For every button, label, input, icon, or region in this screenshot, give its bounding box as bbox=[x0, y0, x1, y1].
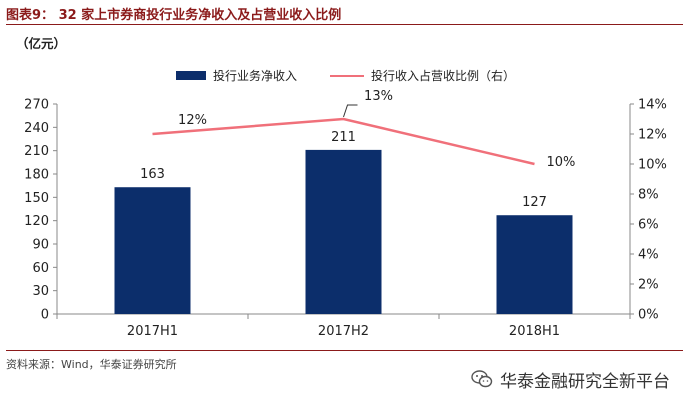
right-tick-label: 4% bbox=[638, 248, 659, 263]
x-tick-label: 2017H2 bbox=[318, 324, 369, 339]
right-tick-label: 10% bbox=[638, 158, 667, 173]
right-tick-label: 12% bbox=[638, 128, 667, 143]
right-tick-label: 0% bbox=[638, 308, 659, 323]
x-tick-label: 2018H1 bbox=[509, 324, 560, 339]
left-tick-label: 210 bbox=[24, 144, 49, 159]
bar bbox=[496, 215, 573, 314]
left-tick-label: 0 bbox=[41, 308, 49, 323]
right-tick-label: 2% bbox=[638, 278, 659, 293]
left-tick-label: 180 bbox=[24, 168, 49, 183]
line-data-label: 13% bbox=[364, 89, 393, 104]
x-tick-label: 2017H1 bbox=[127, 324, 178, 339]
left-tick-label: 150 bbox=[24, 191, 49, 206]
left-tick-label: 120 bbox=[24, 214, 49, 229]
left-tick-label: 30 bbox=[32, 284, 49, 299]
bar-data-label: 211 bbox=[331, 130, 356, 145]
legend: 投行业务净收入 投行收入占营收比例（右） bbox=[0, 66, 689, 86]
bar bbox=[114, 187, 191, 314]
wechat-icon bbox=[471, 370, 493, 388]
bar-data-label: 127 bbox=[522, 195, 547, 210]
right-tick-label: 8% bbox=[638, 188, 659, 203]
bar bbox=[305, 149, 382, 314]
left-axis-unit: （亿元） bbox=[16, 36, 67, 51]
source-note: 资料来源：Wind，华泰证券研究所 bbox=[6, 358, 177, 371]
left-tick-label: 60 bbox=[32, 261, 49, 276]
line-data-label: 10% bbox=[547, 155, 576, 170]
legend-line-label: 投行收入占营收比例（右） bbox=[371, 69, 516, 83]
right-tick-label: 6% bbox=[638, 218, 659, 233]
line-data-label: 12% bbox=[178, 113, 207, 128]
left-tick-label: 90 bbox=[32, 238, 49, 253]
line-label-leader bbox=[343, 104, 358, 118]
legend-bar-swatch bbox=[176, 71, 206, 80]
legend-line-swatch bbox=[330, 75, 364, 77]
legend-bar-label: 投行业务净收入 bbox=[213, 69, 298, 83]
chart-title: 图表9： 32 家上市券商投行业务净收入及占营业收入比例 bbox=[6, 8, 342, 23]
watermark: 华泰金融研究全新平台 bbox=[470, 365, 670, 393]
title-divider bbox=[6, 24, 683, 25]
combo-chart: 0 30 60 90 120 150 180 210 240 270 0% 2% 4% 6% 8% 10% 12… bbox=[24, 89, 667, 339]
bar-data-label: 163 bbox=[140, 167, 165, 182]
line-series bbox=[152, 117, 535, 166]
watermark-text: 华泰金融研究全新平台 bbox=[500, 371, 670, 392]
left-tick-label: 240 bbox=[24, 121, 49, 136]
right-tick-label: 14% bbox=[638, 98, 667, 113]
source-divider bbox=[6, 350, 683, 351]
left-tick-label: 270 bbox=[24, 98, 49, 113]
